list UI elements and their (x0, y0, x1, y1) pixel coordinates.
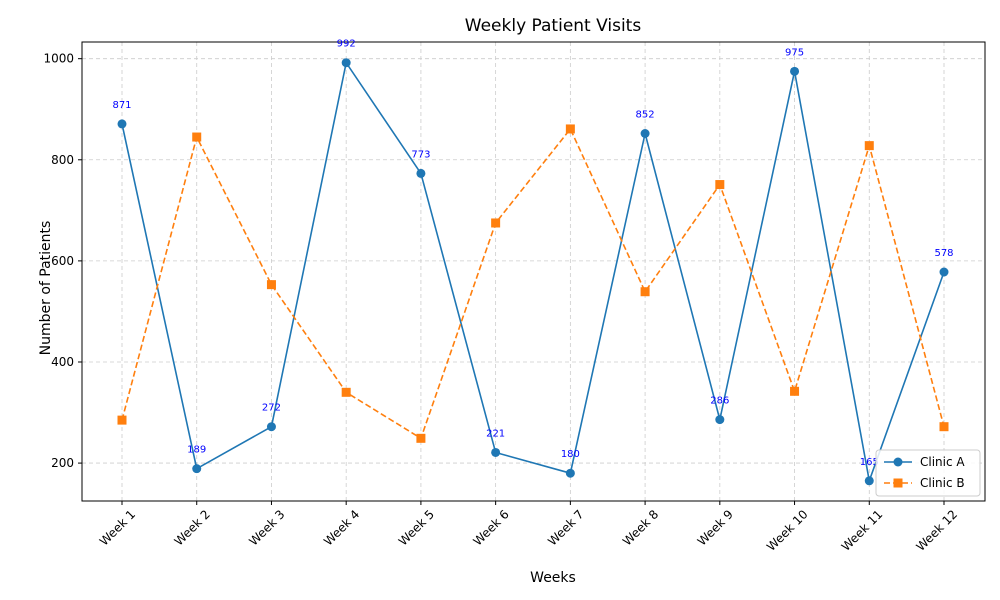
data-point (117, 415, 127, 425)
data-label: 286 (710, 396, 729, 407)
y-tick-label: 1000 (43, 52, 74, 66)
data-label: 578 (934, 248, 953, 259)
data-label: 180 (561, 449, 580, 460)
data-label: 975 (785, 47, 804, 58)
x-tick-label: Week 9 (695, 507, 736, 548)
data-point (790, 66, 800, 76)
chart-title: Weekly Patient Visits (465, 16, 642, 36)
data-point (864, 141, 874, 151)
y-tick-label: 800 (51, 153, 74, 167)
data-label: 773 (411, 149, 430, 160)
data-point (266, 280, 276, 290)
data-label: 165 (860, 457, 879, 468)
x-tick-label: Week 12 (913, 507, 960, 554)
data-point (640, 287, 650, 297)
data-point (864, 476, 874, 486)
x-tick-label: Week 1 (97, 507, 138, 548)
data-point (790, 386, 800, 396)
data-point (192, 464, 202, 474)
y-tick-label: 400 (51, 355, 74, 369)
data-label: 272 (262, 403, 281, 414)
data-point (341, 387, 351, 397)
x-tick-label: Week 4 (321, 507, 362, 548)
data-point (117, 119, 127, 129)
data-point (192, 132, 202, 142)
data-labels: 871 189 272 992 773 221 180 852 286 975 165 578 (112, 39, 953, 468)
data-label: 221 (486, 428, 505, 439)
y-tick-label: 600 (51, 254, 74, 268)
x-tick-label: Week 8 (620, 507, 661, 548)
data-point (715, 180, 725, 190)
data-point (416, 433, 426, 443)
data-point (939, 267, 949, 277)
data-point (640, 128, 650, 138)
legend-label: Clinic A (920, 455, 965, 469)
x-tick-label: Week 10 (764, 507, 811, 554)
grid (82, 42, 985, 501)
series-group (117, 58, 949, 486)
data-point (341, 58, 351, 68)
data-point (491, 447, 501, 457)
x-tick-label: Week 7 (545, 507, 586, 548)
data-point (491, 218, 501, 228)
axes: 200 400 600 800 1000 Week 1 Week 2 Week 3 Week 4… (43, 41, 986, 554)
x-tick-label: Week 3 (246, 507, 287, 548)
data-label: 852 (636, 109, 655, 120)
data-point (715, 415, 725, 425)
x-axis-label: Weeks (530, 570, 576, 586)
legend-label: Clinic B (920, 476, 965, 490)
x-tick-label: Week 11 (839, 507, 886, 554)
data-point (266, 422, 276, 432)
y-axis-label: Number of Patients (38, 221, 54, 356)
series-line-clinic-b (121, 127, 945, 440)
plot-frame (81, 41, 986, 502)
series-line-clinic-a (121, 60, 945, 484)
data-point (565, 124, 575, 134)
data-label: 189 (187, 445, 206, 456)
data-point (565, 468, 575, 478)
data-point (416, 168, 426, 178)
legend-marker (893, 457, 903, 467)
data-label: 992 (337, 39, 356, 50)
x-tick-label: Week 2 (172, 507, 213, 548)
legend-marker (893, 478, 903, 488)
data-point (939, 422, 949, 432)
legend: Clinic A Clinic B (875, 449, 981, 497)
data-label: 871 (112, 100, 131, 111)
x-tick-label: Week 5 (396, 507, 437, 548)
y-tick-label: 200 (51, 456, 74, 470)
x-tick-label: Week 6 (471, 507, 512, 548)
